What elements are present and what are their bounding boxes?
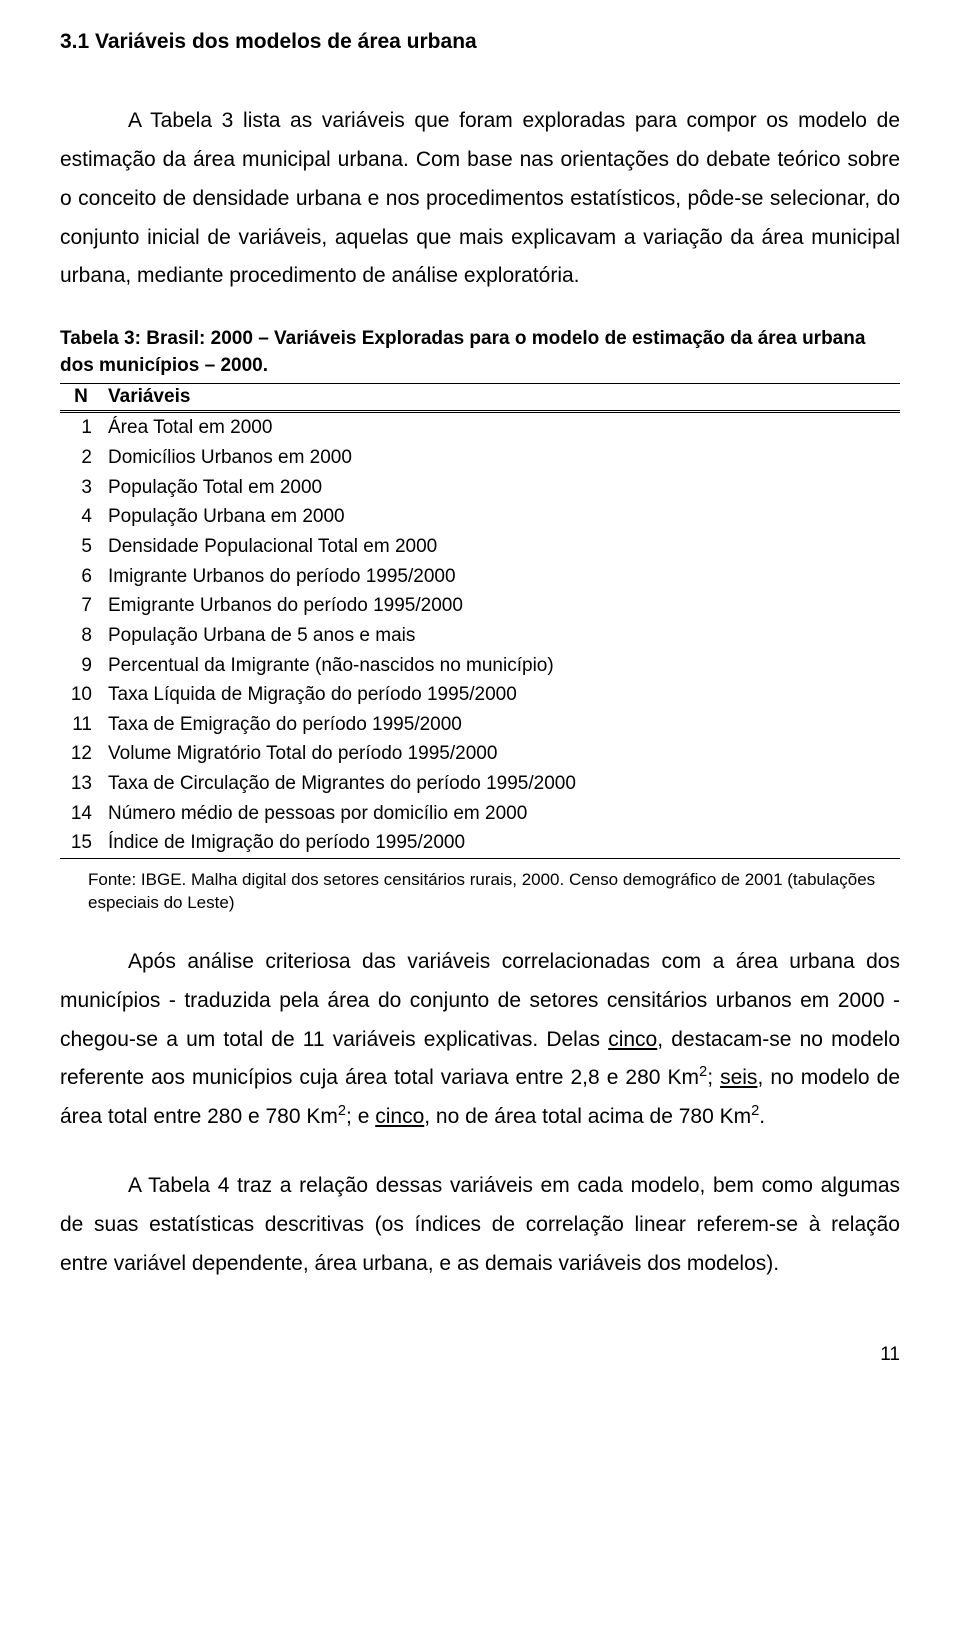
row-number: 5	[60, 532, 102, 562]
superscript: 2	[699, 1064, 707, 1080]
table-row: 8População Urbana de 5 anos e mais	[60, 621, 900, 651]
row-variable: Densidade Populacional Total em 2000	[102, 532, 900, 562]
row-number: 2	[60, 443, 102, 473]
row-variable: População Urbana em 2000	[102, 502, 900, 532]
row-number: 11	[60, 710, 102, 740]
table-row: 14Número médio de pessoas por domicílio …	[60, 799, 900, 829]
row-variable: Índice de Imigração do período 1995/2000	[102, 828, 900, 858]
table-row: 4População Urbana em 2000	[60, 502, 900, 532]
row-number: 6	[60, 562, 102, 592]
row-number: 10	[60, 680, 102, 710]
underlined-text: seis	[720, 1066, 757, 1089]
row-variable: Número médio de pessoas por domicílio em…	[102, 799, 900, 829]
row-variable: População Total em 2000	[102, 473, 900, 503]
table-row: 6Imigrante Urbanos do período 1995/2000	[60, 562, 900, 592]
table-row: 7Emigrante Urbanos do período 1995/2000	[60, 591, 900, 621]
paragraph-intro: A Tabela 3 lista as variáveis que foram …	[60, 102, 900, 296]
table-header-row: N Variáveis	[60, 384, 900, 412]
page-number: 11	[60, 1344, 900, 1366]
table-source-note: Fonte: IBGE. Malha digital dos setores c…	[60, 865, 900, 915]
row-variable: Área Total em 2000	[102, 412, 900, 443]
row-number: 7	[60, 591, 102, 621]
row-number: 15	[60, 828, 102, 858]
text-segment: , no de área total acima de 780 Km	[424, 1105, 751, 1128]
row-variable: Domicílios Urbanos em 2000	[102, 443, 900, 473]
table-row: 13Taxa de Circulação de Migrantes do per…	[60, 769, 900, 799]
table-row: 11Taxa de Emigração do período 1995/2000	[60, 710, 900, 740]
table-row: 1Área Total em 2000	[60, 412, 900, 443]
table-row: 10Taxa Líquida de Migração do período 19…	[60, 680, 900, 710]
underlined-text: cinco	[375, 1105, 424, 1128]
row-variable: População Urbana de 5 anos e mais	[102, 621, 900, 651]
table-caption: Tabela 3: Brasil: 2000 – Variáveis Explo…	[60, 326, 900, 379]
section-heading: 3.1 Variáveis dos modelos de área urbana	[60, 30, 900, 54]
superscript: 2	[338, 1103, 346, 1119]
table-row: 9Percentual da Imigrante (não-nascidos n…	[60, 651, 900, 681]
row-number: 4	[60, 502, 102, 532]
row-variable: Emigrante Urbanos do período 1995/2000	[102, 591, 900, 621]
paragraph-analysis: Após análise criteriosa das variáveis co…	[60, 943, 900, 1137]
table-row: 3População Total em 2000	[60, 473, 900, 503]
row-variable: Imigrante Urbanos do período 1995/2000	[102, 562, 900, 592]
row-number: 3	[60, 473, 102, 503]
row-number: 9	[60, 651, 102, 681]
row-variable: Taxa de Emigração do período 1995/2000	[102, 710, 900, 740]
variables-table: N Variáveis 1Área Total em 20002Domicíli…	[60, 383, 900, 859]
text-segment: ;	[707, 1066, 720, 1089]
table: N Variáveis 1Área Total em 20002Domicíli…	[60, 383, 900, 859]
text-segment: ; e	[346, 1105, 375, 1128]
underlined-text: cinco	[608, 1028, 657, 1051]
row-number: 12	[60, 739, 102, 769]
table-row: 2Domicílios Urbanos em 2000	[60, 443, 900, 473]
row-variable: Percentual da Imigrante (não-nascidos no…	[102, 651, 900, 681]
row-variable: Taxa Líquida de Migração do período 1995…	[102, 680, 900, 710]
table-row: 12Volume Migratório Total do período 199…	[60, 739, 900, 769]
paragraph-table4-intro: A Tabela 4 traz a relação dessas variáve…	[60, 1167, 900, 1284]
col-header-n: N	[60, 384, 102, 412]
table-row: 5Densidade Populacional Total em 2000	[60, 532, 900, 562]
row-number: 13	[60, 769, 102, 799]
row-variable: Volume Migratório Total do período 1995/…	[102, 739, 900, 769]
row-number: 14	[60, 799, 102, 829]
text-segment: .	[759, 1105, 765, 1128]
row-number: 1	[60, 412, 102, 443]
row-variable: Taxa de Circulação de Migrantes do perío…	[102, 769, 900, 799]
row-number: 8	[60, 621, 102, 651]
col-header-var: Variáveis	[102, 384, 900, 412]
table-row: 15Índice de Imigração do período 1995/20…	[60, 828, 900, 858]
